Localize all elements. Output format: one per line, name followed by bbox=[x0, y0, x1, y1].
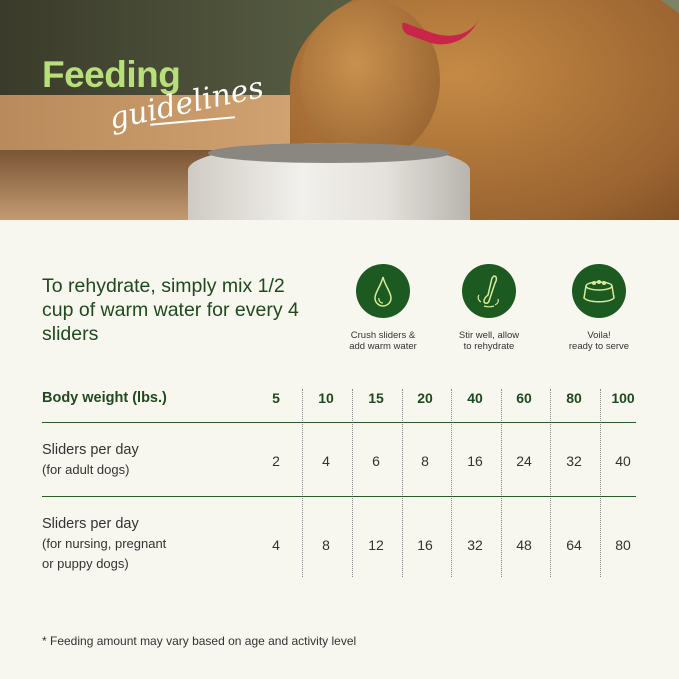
step-serve: Voila! ready to serve bbox=[539, 264, 659, 352]
water-drop-icon bbox=[356, 264, 410, 318]
column-divider bbox=[550, 389, 551, 577]
hero-photo: Feeding guidelines bbox=[0, 0, 679, 220]
weight-header-cell: 80 bbox=[566, 390, 582, 406]
step-caption: to rehydrate bbox=[463, 341, 515, 352]
weight-header-cell: 100 bbox=[611, 390, 635, 406]
step-crush: Crush sliders & add warm water bbox=[323, 264, 443, 352]
column-divider bbox=[500, 389, 502, 577]
adult-sliders-cell: 2 bbox=[272, 453, 280, 469]
row-sublabel: or puppy dogs) bbox=[42, 556, 129, 571]
divider bbox=[42, 422, 636, 423]
puppy-sliders-cell: 12 bbox=[368, 537, 384, 553]
footnote: * Feeding amount may vary based on age a… bbox=[42, 634, 357, 648]
title-feeding: Feeding bbox=[42, 54, 181, 95]
weight-header-cell: 15 bbox=[368, 390, 384, 406]
puppy-sliders-cell: 32 bbox=[467, 537, 483, 553]
adult-sliders-cell: 24 bbox=[516, 453, 532, 469]
rehydrate-instructions: To rehydrate, simply mix 1/2 cup of warm… bbox=[42, 275, 299, 345]
adult-sliders-cell: 4 bbox=[322, 453, 330, 469]
row-sublabel: (for adult dogs) bbox=[42, 462, 130, 477]
puppy-sliders-cell: 4 bbox=[272, 537, 280, 553]
puppy-sliders-cell: 16 bbox=[417, 537, 433, 553]
weight-header-cell: 20 bbox=[417, 390, 433, 406]
step-caption: add warm water bbox=[349, 341, 417, 352]
body-weight-header: Body weight (lbs.) bbox=[42, 390, 167, 406]
food-bowl-icon bbox=[572, 264, 626, 318]
step-caption: ready to serve bbox=[568, 341, 630, 352]
column-divider bbox=[352, 389, 353, 577]
column-divider bbox=[599, 389, 601, 577]
column-divider bbox=[401, 389, 403, 577]
adult-sliders-cell: 8 bbox=[421, 453, 429, 469]
column-divider bbox=[302, 389, 303, 577]
step-caption: Voila! bbox=[587, 330, 611, 341]
puppy-sliders-cell: 8 bbox=[322, 537, 330, 553]
row-sublabel: (for nursing, pregnant bbox=[42, 536, 167, 551]
adult-sliders-cell: 6 bbox=[372, 453, 380, 469]
row-label: Sliders per day bbox=[42, 516, 139, 532]
column-divider bbox=[451, 389, 452, 577]
step-caption: Stir well, allow bbox=[458, 330, 520, 341]
puppy-sliders-cell: 64 bbox=[566, 537, 582, 553]
adult-sliders-cell: 16 bbox=[467, 453, 483, 469]
row-label: Sliders per day bbox=[42, 442, 139, 458]
weight-header-cell: 60 bbox=[516, 390, 532, 406]
step-caption: Crush sliders & bbox=[350, 330, 416, 341]
puppy-sliders-cell: 48 bbox=[516, 537, 532, 553]
divider bbox=[42, 496, 636, 497]
weight-header-cell: 40 bbox=[467, 390, 483, 406]
puppy-sliders-cell: 80 bbox=[615, 537, 631, 553]
step-stir: Stir well, allow to rehydrate bbox=[429, 264, 549, 352]
adult-sliders-cell: 32 bbox=[566, 453, 582, 469]
adult-sliders-cell: 40 bbox=[615, 453, 631, 469]
spoon-stir-icon bbox=[462, 264, 516, 318]
row-label-puppy: Sliders per day (for nursing, pregnant o… bbox=[42, 514, 166, 574]
row-label-adult: Sliders per day (for adult dogs) bbox=[42, 440, 139, 480]
weight-header-cell: 5 bbox=[272, 390, 280, 406]
weight-header-cell: 10 bbox=[318, 390, 334, 406]
